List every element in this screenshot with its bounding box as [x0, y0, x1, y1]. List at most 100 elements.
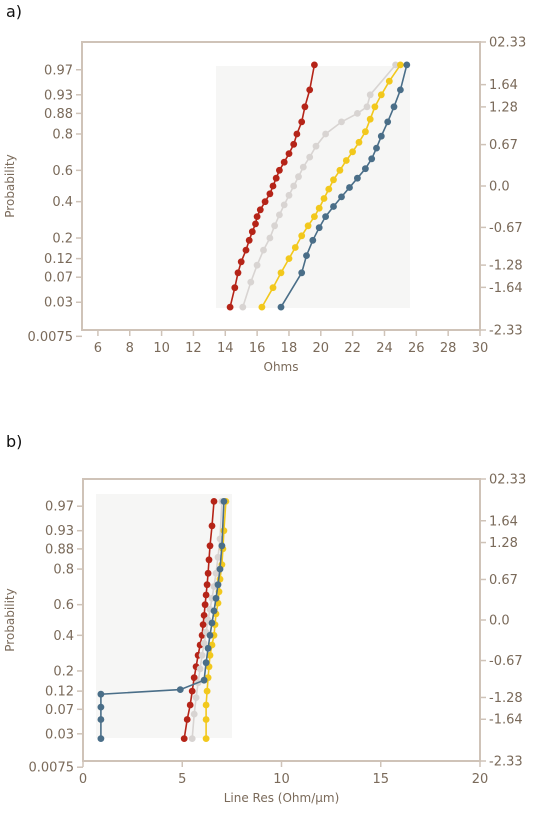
- y-tick-label: 0.2: [53, 664, 74, 679]
- data-point: [384, 118, 392, 126]
- chart-panel-b: b) 0.97 0.93 0.88 0.8 0.6 0.4 0.2 0.12 0.07 0.03 0…: [0, 430, 541, 816]
- data-point: [277, 303, 285, 311]
- data-point: [280, 201, 288, 209]
- data-point: [202, 716, 210, 723]
- y-axis-title: Probability: [3, 588, 17, 651]
- x-tick-label: 28: [440, 341, 457, 356]
- data-point: [242, 246, 250, 254]
- data-point: [202, 591, 210, 599]
- data-point: [322, 213, 329, 221]
- data-point: [260, 246, 267, 254]
- data-point: [266, 234, 274, 242]
- data-point: [403, 61, 411, 69]
- data-point: [311, 213, 318, 221]
- data-series: [239, 61, 399, 311]
- y2-tick-label: -1.64: [489, 713, 523, 728]
- data-point: [214, 553, 222, 561]
- x-tick-label: 22: [344, 341, 361, 356]
- data-point: [322, 130, 329, 138]
- y2-tick-label: -2.33: [489, 324, 523, 339]
- data-point: [312, 142, 320, 150]
- data-point: [202, 735, 210, 742]
- data-point: [208, 522, 216, 530]
- y-axis-title: Probability: [3, 154, 17, 217]
- x-tick-label: 16: [249, 341, 266, 356]
- series-line: [100, 501, 225, 739]
- data-point: [354, 174, 361, 182]
- data-point: [363, 103, 371, 111]
- y2-tick-label: 1.64: [489, 78, 518, 93]
- data-point: [355, 138, 363, 146]
- y-tick-label: 0.03: [44, 296, 73, 311]
- data-point: [285, 191, 293, 199]
- y-tick-label: 0.88: [44, 107, 73, 122]
- data-point: [368, 155, 376, 163]
- data-point: [366, 91, 374, 99]
- data-point: [183, 716, 191, 723]
- data-point: [203, 687, 211, 695]
- data-point: [373, 144, 380, 152]
- probability-plot-b: 0.970.930.880.80.60.40.20.120.070.030.00…: [3, 473, 526, 806]
- data-point: [385, 77, 393, 85]
- y-tick-label: 0.07: [45, 703, 74, 718]
- data-point: [226, 303, 234, 311]
- data-point: [277, 269, 285, 277]
- data-point: [188, 687, 196, 695]
- data-point: [192, 694, 200, 701]
- y2-tick-label: -0.67: [489, 221, 523, 236]
- x-tick-label: 15: [372, 772, 389, 787]
- data-point: [199, 621, 207, 628]
- data-point: [371, 103, 379, 111]
- y2-tick-label: -1.28: [489, 259, 523, 274]
- y-tick-label: 0.12: [45, 685, 74, 700]
- y-tick-label: 0.6: [53, 598, 74, 613]
- data-point: [271, 222, 278, 230]
- data-point: [176, 686, 184, 693]
- y-tick-label: 0.12: [44, 252, 73, 267]
- data-point: [397, 61, 404, 69]
- data-point: [190, 710, 198, 718]
- y-tick-label: 0.8: [52, 127, 73, 142]
- data-point: [196, 665, 204, 673]
- data-point: [218, 542, 226, 550]
- data-point: [97, 716, 105, 723]
- x-tick-label: 14: [217, 341, 234, 356]
- data-point: [338, 118, 345, 126]
- y-tick-label: 0.4: [53, 629, 74, 644]
- data-point: [285, 255, 293, 262]
- data-point: [276, 211, 283, 219]
- y2-tick-label: -2.33: [489, 755, 523, 770]
- data-point: [299, 163, 307, 171]
- y-tick-label: 0.93: [44, 88, 73, 103]
- data-point: [291, 244, 299, 251]
- data-point: [220, 498, 228, 505]
- series-line: [191, 501, 223, 739]
- y2-tick-label: -1.64: [489, 281, 523, 296]
- data-point: [258, 303, 266, 311]
- data-point: [237, 258, 245, 266]
- data-point: [392, 61, 399, 69]
- data-point: [206, 631, 214, 639]
- data-point: [390, 103, 398, 111]
- data-series: [97, 498, 228, 742]
- data-point: [338, 193, 345, 201]
- data-point: [272, 174, 280, 182]
- y-tick-label: 0.4: [52, 195, 73, 210]
- data-point: [214, 581, 222, 589]
- data-point: [204, 569, 212, 577]
- data-point: [303, 252, 310, 259]
- data-point: [97, 690, 105, 698]
- y2-tick-label: 02.33: [489, 473, 526, 488]
- data-point: [362, 128, 369, 136]
- data-point: [234, 269, 242, 277]
- data-point: [349, 148, 356, 156]
- data-point: [301, 103, 309, 111]
- y-tick-label: 0.97: [45, 500, 74, 515]
- data-point: [306, 153, 314, 161]
- data-point: [231, 284, 239, 292]
- data-point: [285, 150, 293, 158]
- data-point: [261, 198, 269, 206]
- data-point: [266, 190, 274, 198]
- y2-tick-label: 0.0: [489, 180, 510, 195]
- y2-tick-label: 0.0: [489, 614, 510, 629]
